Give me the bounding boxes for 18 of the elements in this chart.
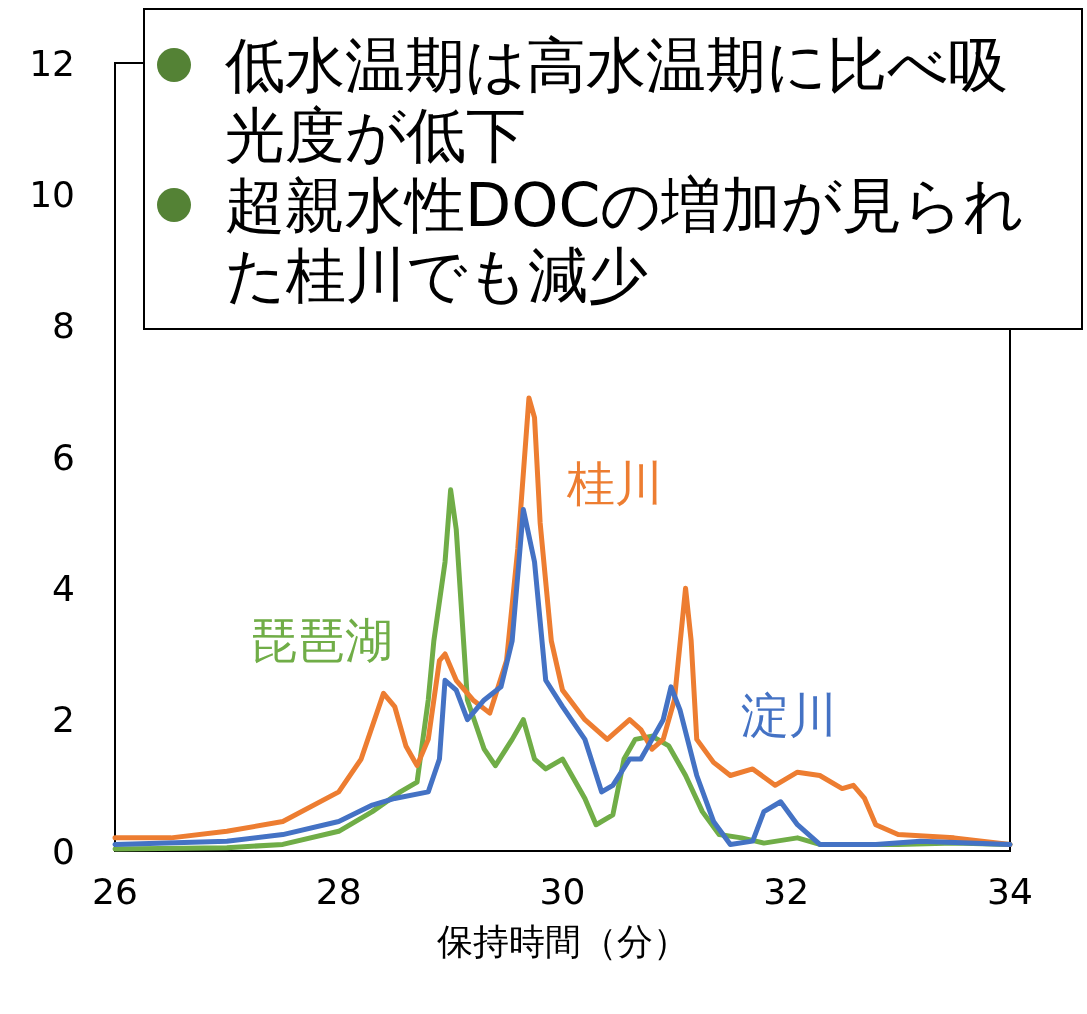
- y-tick-label: 10: [29, 173, 75, 215]
- y-tick-label: 12: [29, 42, 75, 84]
- y-tick-label: 4: [52, 567, 75, 609]
- y-tick-label: 0: [52, 830, 75, 872]
- annotation: 超親水性DOCの増加が見られた桂川でも減少: [225, 170, 1026, 310]
- annotation: 低水温期は高水温期に比べ吸光度が低下: [225, 30, 1009, 170]
- series-label: 淀川: [741, 686, 838, 743]
- x-tick-label: 28: [315, 870, 362, 912]
- series-label: 琵琶湖: [248, 611, 393, 668]
- x-tick-label: 32: [763, 870, 810, 912]
- y-tick-label: 8: [52, 305, 75, 347]
- x-axis-title: 保持時間（分）: [436, 920, 689, 962]
- y-tick-label: 6: [52, 436, 75, 478]
- x-tick-label: 30: [539, 870, 586, 912]
- series-label: 桂川: [565, 454, 663, 511]
- x-tick-label: 34: [987, 870, 1033, 912]
- x-tick-label: 26: [92, 870, 138, 912]
- y-tick-label: 2: [52, 699, 75, 741]
